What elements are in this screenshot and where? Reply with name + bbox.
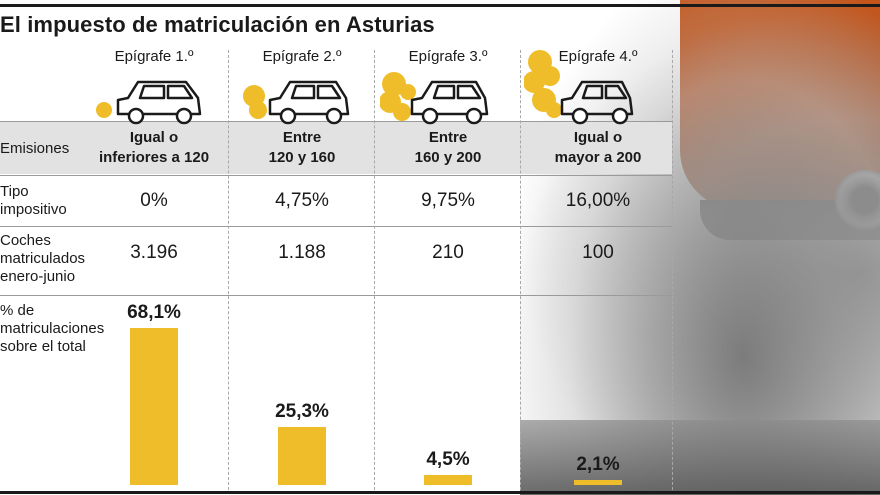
tax-rate-cell: 0% <box>140 190 168 211</box>
emissions-line: mayor a 200 <box>554 149 642 166</box>
bar-epigrafe-3 <box>424 474 472 485</box>
column-divider <box>228 50 229 490</box>
tax-rate-cell: 4,75% <box>275 190 329 211</box>
column-divider <box>520 50 521 490</box>
column-divider <box>672 50 673 490</box>
row-label-line: impositivo <box>0 201 67 218</box>
emissions-line: 120 y 160 <box>268 149 336 166</box>
row-label-line: sobre el total <box>0 338 86 355</box>
emissions-cell: Entre 160 y 200 <box>374 128 522 168</box>
emissions-line: Igual o <box>573 129 623 146</box>
row-label-line: Coches <box>0 232 51 249</box>
bar-value-label: 25,3% <box>275 400 329 422</box>
row-label-line: Tipo <box>0 183 29 200</box>
row-label-line: matriculaciones <box>0 320 105 337</box>
emissions-row-background <box>0 122 672 174</box>
registrations-cell: 210 <box>432 242 464 263</box>
emissions-line: Entre <box>282 129 322 146</box>
column-divider <box>374 50 375 490</box>
row-label-coches: Coches matriculados enero-junio <box>0 232 86 286</box>
exhaust-smoke-photo <box>520 0 880 495</box>
column-header: Epígrafe 4.º <box>558 48 638 65</box>
emissions-line: inferiores a 120 <box>98 149 210 166</box>
row-divider <box>0 295 672 296</box>
car-exhaust-icon <box>96 80 202 125</box>
row-label-porcentaje: % de matriculaciones sobre el total <box>0 302 120 356</box>
emissions-cell: Igual o inferiores a 120 <box>80 128 228 168</box>
registrations-cell: 3.196 <box>130 242 178 263</box>
row-divider <box>0 226 672 227</box>
bottom-rule <box>0 491 880 494</box>
bar-epigrafe-1 <box>130 328 178 485</box>
column-header: Epígrafe 2.º <box>262 48 342 65</box>
car-exhaust-icon <box>524 50 634 125</box>
top-rule <box>0 4 880 7</box>
car-exhaust-icon <box>243 80 350 125</box>
bar-value-label: 4,5% <box>426 448 470 470</box>
bar-epigrafe-4 <box>574 480 622 485</box>
column-header: Epígrafe 1.º <box>114 48 194 65</box>
emissions-cell: Igual o mayor a 200 <box>524 128 672 168</box>
emissions-line: Entre <box>428 129 468 146</box>
bar-epigrafe-2 <box>278 426 326 485</box>
emissions-line: Igual o <box>129 129 179 146</box>
car-exhaust-icon <box>380 72 489 125</box>
row-label-line: enero-junio <box>0 268 76 285</box>
column-header: Epígrafe 3.º <box>408 48 488 65</box>
row-label-line: matriculados <box>0 250 86 267</box>
row-label-line: % de <box>0 302 35 319</box>
bar-value-label: 68,1% <box>127 302 181 323</box>
bar-value-label: 2,1% <box>576 454 620 476</box>
emissions-cell: Entre 120 y 160 <box>228 128 376 168</box>
registrations-cell: 100 <box>582 242 614 263</box>
row-label-emisiones: Emisiones <box>0 140 70 157</box>
chart-title: El impuesto de matriculación en Asturias <box>0 12 435 37</box>
row-divider <box>0 175 672 176</box>
tax-rate-cell: 9,75% <box>421 190 475 211</box>
tax-rate-cell: 16,00% <box>565 190 631 211</box>
row-label-tipo: Tipo impositivo <box>0 183 78 219</box>
registrations-cell: 1.188 <box>278 242 326 263</box>
emissions-line: 160 y 200 <box>414 149 482 166</box>
